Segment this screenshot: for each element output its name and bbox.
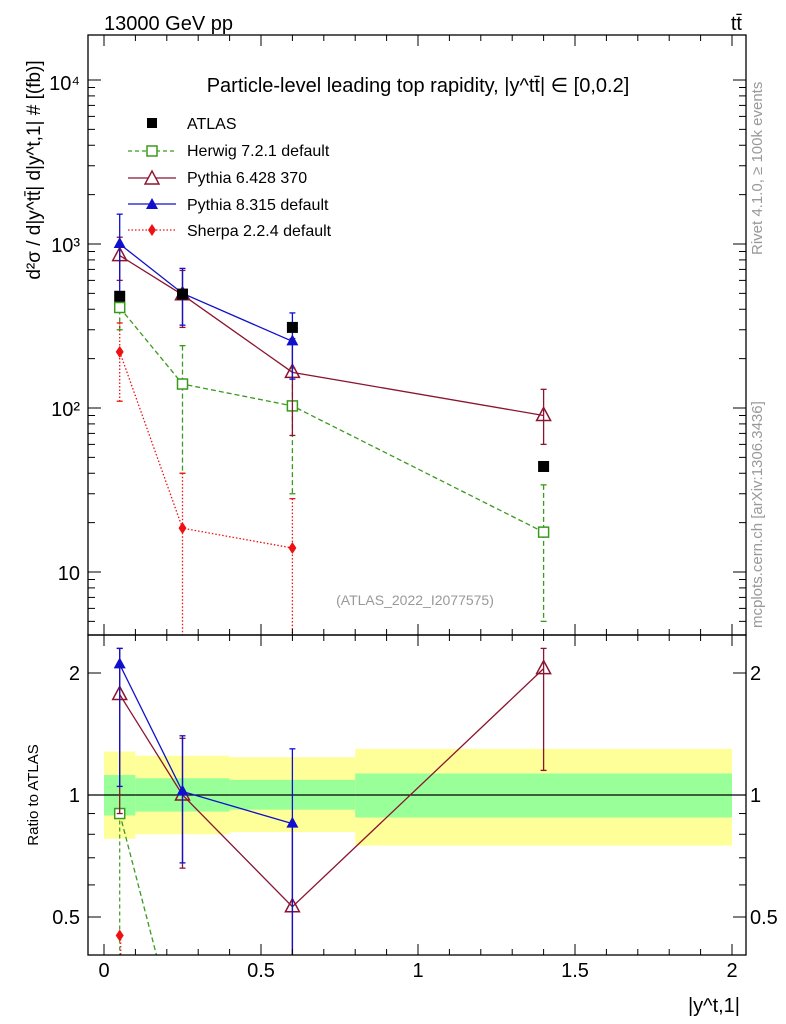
tick-marks (88, 35, 746, 955)
ratio-tick-label-right: 2 (750, 663, 761, 685)
data-point (288, 542, 297, 555)
energy-label: 13000 GeV pp (104, 13, 233, 35)
chart-title: Particle-level leading top rapidity, |y^… (207, 75, 630, 97)
ratio-plot-series (111, 647, 552, 955)
data-point (113, 237, 126, 248)
legend-marker-pythia8 (128, 198, 176, 209)
y-tick-label: 10² (51, 399, 80, 421)
legend-label: ATLAS (187, 116, 237, 133)
series-line (119, 255, 544, 417)
legend-marker-atlas (147, 118, 157, 128)
y-tick-label: 10⁴ (49, 73, 80, 95)
y-tick-label: 10 (58, 563, 80, 585)
ratio-point (176, 784, 189, 796)
legend-marker-pythia6 (128, 169, 176, 185)
ratio-series-pythia-8-315-default (113, 647, 299, 955)
series-line (119, 351, 293, 549)
ratio-point (535, 659, 552, 675)
y-tick-label: 10³ (51, 235, 80, 257)
legend-label: Herwig 7.2.1 default (187, 143, 330, 160)
y-axis-label: d²σ / d|y^tt̄| d|y^t,1| # [(fb)] (24, 60, 45, 279)
ratio-tick-label: 2 (69, 663, 80, 685)
x-tick-label: 2 (726, 960, 737, 982)
x-tick-label: 0 (98, 960, 109, 982)
series-atlas (114, 288, 550, 472)
analysis-watermark: (ATLAS_2022_I2077575) (336, 592, 494, 608)
x-tick-label: 0.5 (247, 960, 275, 982)
series-sherpa-2-2-4-default (115, 322, 297, 635)
data-point (286, 334, 299, 346)
data-point (114, 290, 126, 302)
data-point (535, 405, 552, 422)
data-point (177, 288, 188, 300)
ratio-point (115, 929, 124, 942)
data-point (538, 460, 550, 472)
legend-marker-sherpa (128, 224, 176, 236)
ratio-line (119, 668, 545, 908)
legend-label: Sherpa 2.2.4 default (187, 223, 332, 240)
legend-label: Pythia 6.428 370 (187, 170, 307, 187)
data-point (115, 345, 124, 358)
ratio-tick-label-right: 1 (750, 785, 761, 807)
legend-marker-herwig (128, 145, 176, 157)
data-point (286, 321, 298, 333)
series-line (119, 243, 293, 342)
data-point (176, 378, 189, 390)
ratio-point (286, 816, 299, 828)
series-line (119, 307, 544, 533)
ratio-series-sherpa-2-2-4-default (115, 929, 124, 955)
x-tick-label: 1.5 (561, 960, 589, 982)
ratio-tick-label: 1 (69, 785, 80, 807)
ratio-uncertainty-bands (104, 748, 732, 846)
series-pythia-6-428-370 (111, 236, 552, 446)
rivet-version-label: Rivet 4.1.0, ≥ 100k events (749, 82, 766, 255)
mcplots-credit-label: mcplots.cern.ch [arXiv:1306.3436] (749, 401, 766, 628)
ratio-series-group (111, 647, 552, 955)
ratio-line (119, 813, 158, 955)
main-plot-series (111, 213, 552, 635)
ratio-tick-label-right: 0.5 (750, 907, 778, 929)
process-label: tt̄ (731, 13, 743, 35)
series-herwig-7-2-1-default (113, 292, 550, 623)
ratio-point (113, 657, 126, 669)
data-point (113, 301, 126, 314)
x-axis-label: |y^t,1| (688, 995, 740, 1017)
ratio-tick-label: 0.5 (52, 907, 80, 929)
legend: ATLAS Herwig 7.2.1 default Pythia 6.428 … (128, 116, 332, 240)
x-tick-label: 1 (412, 960, 423, 982)
data-point (178, 522, 187, 535)
legend-label: Pythia 8.315 default (187, 197, 329, 214)
data-point (537, 526, 550, 538)
ratio-axis-label: Ratio to ATLAS (25, 744, 42, 845)
